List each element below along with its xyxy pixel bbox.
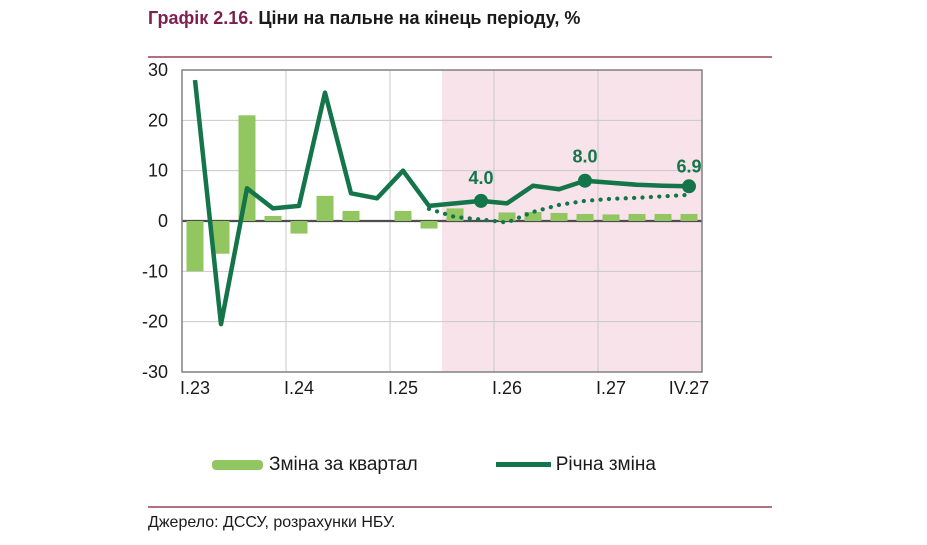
- bar-quarterly-change: [602, 214, 620, 221]
- point-label: 8.0: [572, 147, 597, 167]
- x-tick-label: I.27: [596, 378, 626, 398]
- bar-quarterly-change: [394, 210, 412, 221]
- chart-title-text: Ціни на пальне на кінець періоду, %: [258, 8, 581, 28]
- bar-quarterly-change: [498, 212, 516, 221]
- plot-border: [181, 69, 703, 373]
- y-tick-label: 10: [148, 161, 168, 181]
- point-label: 6.9: [676, 156, 701, 176]
- annual-change-line: [192, 79, 690, 327]
- bar-quarterly-change: [524, 211, 542, 221]
- bar-quarterly-change: [212, 221, 230, 254]
- y-tick-label: -30: [142, 362, 168, 382]
- x-tick-label: IV.27: [669, 378, 709, 398]
- line-series-swatch: [495, 462, 551, 467]
- bar-quarterly-change: [186, 221, 204, 272]
- bar-quarterly-change: [264, 215, 282, 221]
- y-tick-label: -20: [142, 312, 168, 332]
- bar-quarterly-change: [654, 213, 672, 221]
- bar-quarterly-change: [628, 213, 646, 221]
- bar-quarterly-change: [316, 195, 334, 221]
- bar-quarterly-change: [290, 221, 308, 234]
- bar-quarterly-change: [420, 221, 438, 229]
- fuel-prices-chart: 4.0 8.0 6.9 -30 -20 -10 0 10 20 30 I.23 I.24 I.25 I.2…: [142, 60, 709, 398]
- y-tick-label: -10: [142, 261, 168, 281]
- dotted-forecast-line: [426, 192, 692, 225]
- line-marker: [474, 193, 488, 208]
- bar-quarterly-change: [342, 210, 360, 221]
- legend-label-quarterly: Зміна за квартал: [269, 453, 418, 475]
- source-note: Джерело: ДССУ, розрахунки НБУ.: [148, 514, 396, 531]
- bar-quarterly-change: [238, 115, 256, 221]
- x-tick-label: I.23: [180, 378, 210, 398]
- point-label: 4.0: [468, 168, 493, 188]
- legend: Зміна за квартал Річна зміна: [212, 454, 656, 475]
- x-tick-label: I.24: [284, 378, 314, 398]
- legend-item-annual: Річна зміна: [495, 453, 656, 475]
- divider-bottom: [148, 506, 772, 508]
- y-tick-label: 30: [148, 60, 168, 80]
- line-marker: [682, 179, 696, 194]
- bar-series-swatch: [212, 459, 263, 470]
- bar-quarterly-change: [550, 212, 568, 221]
- divider-top: [148, 56, 772, 58]
- bar-quarterly-change: [446, 208, 464, 221]
- y-tick-label: 0: [158, 211, 168, 231]
- bar-quarterly-change: [680, 213, 698, 221]
- legend-label-annual: Річна зміна: [555, 453, 656, 475]
- y-tick-label: 20: [148, 110, 168, 130]
- chart-number: Графік 2.16.: [148, 8, 254, 28]
- legend-item-quarterly: Зміна за квартал: [212, 454, 418, 475]
- x-tick-label: I.25: [388, 378, 418, 398]
- chart-title: Графік 2.16. Ціни на пальне на кінець пе…: [148, 8, 580, 29]
- bar-quarterly-change: [576, 213, 594, 221]
- x-tick-label: I.26: [492, 378, 522, 398]
- line-marker: [578, 173, 592, 188]
